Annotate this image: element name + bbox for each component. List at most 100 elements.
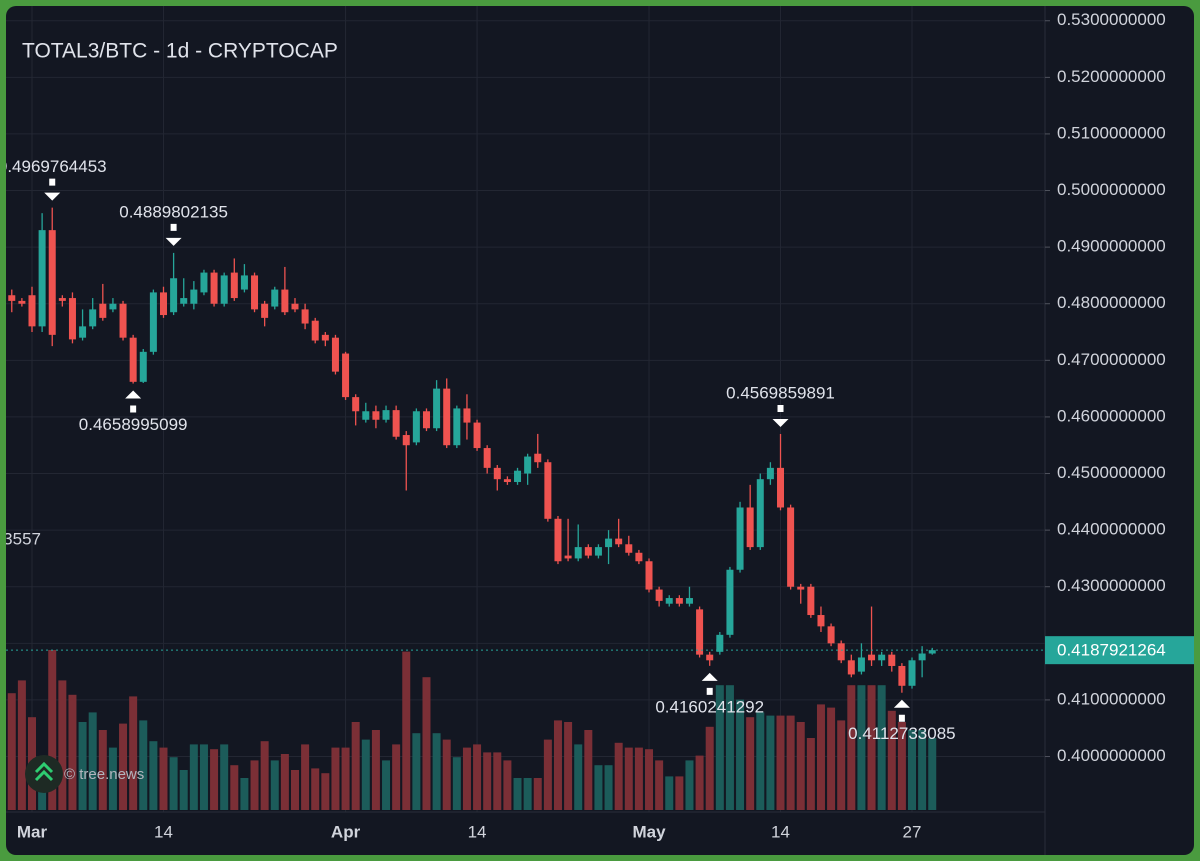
volume-bar [685,760,694,810]
candle-body [594,547,602,556]
volume-bar [78,722,87,810]
axes: 0.40000000000.41000000000.42000000000.43… [17,10,1194,841]
candle-body [321,334,329,341]
y-tick-label: 0.4600000000 [1057,406,1166,425]
volume-bar [614,742,623,810]
volume-bar [422,677,431,810]
volume-bar [634,747,643,810]
y-tick-label: 0.4300000000 [1057,576,1166,595]
candle-body [756,479,764,548]
candle-body [685,598,693,604]
candle-body [817,615,825,627]
volume-bar [149,741,158,810]
volume-bar [371,730,380,810]
volume-bar [736,699,745,810]
volume-layer [7,650,937,810]
volume-bar [442,739,451,810]
candle-body [28,295,36,327]
annotation-arrow [701,672,718,695]
volume-bar [392,744,401,810]
candle-layer [8,207,936,693]
y-tick-label: 0.4800000000 [1057,293,1166,312]
candle-body [615,538,623,545]
volume-bar [452,757,461,810]
volume-bar [159,747,168,810]
candle-body [372,411,380,420]
candle-body [706,654,714,661]
chart-title: TOTAL3/BTC - 1d - CRYPTOCAP [22,40,338,63]
volume-bar [645,749,654,810]
candle-body [736,507,744,570]
volume-bar [220,744,229,810]
volume-bar [857,685,866,810]
volume-bar [877,685,886,810]
candle-body [726,569,734,635]
candle-body [301,309,309,324]
volume-bar [695,755,704,810]
candle-body [311,320,319,341]
candle-body [544,462,552,519]
volume-bar [210,749,219,810]
volume-bar [887,710,896,810]
candle-body [524,456,532,474]
candle-body [493,467,501,480]
candle-body [554,518,562,562]
volume-bar [169,757,178,810]
volume-bar [796,722,805,810]
volume-bar [48,650,57,810]
candle-body [908,660,916,686]
candle-body [574,547,582,559]
candle-body [534,453,542,463]
candle-body [281,289,289,313]
volume-bar [260,741,269,810]
volume-bar [250,760,259,810]
candle-body [89,309,97,327]
volume-bar [382,760,391,810]
candle-body [109,303,117,310]
annotation-arrow [125,390,142,413]
candle-body [422,411,430,429]
candle-body [261,303,269,318]
candle-body [129,337,137,382]
candle-body [170,278,178,313]
y-tick-label: 0.5000000000 [1057,180,1166,199]
candle-body [898,665,906,686]
annotation-arrow [44,178,61,201]
candle-body [807,586,815,616]
candle-body [716,634,724,652]
volume-bar [311,768,320,810]
annotation-arrow [893,699,910,722]
annotation-label: 0.4658995099 [79,415,188,434]
candle-body [827,626,835,644]
volume-bar [523,778,532,810]
volume-bar [108,747,117,810]
volume-bar [68,694,77,810]
candle-body [402,435,410,446]
volume-bar [351,722,360,810]
candle-body [857,657,865,672]
annotation-arrow [772,404,789,427]
volume-bar [918,730,927,810]
candle-body [837,643,845,661]
y-tick-label: 0.4400000000 [1057,520,1166,539]
candle-body [433,388,441,429]
candle-body [159,292,167,316]
candle-body [331,337,339,372]
volume-bar [624,747,633,810]
volume-bar [564,722,573,810]
candle-body [605,538,613,548]
candle-body [271,289,279,307]
y-tick-label: 0.4700000000 [1057,350,1166,369]
volume-bar [230,765,239,810]
volume-bar [493,752,502,810]
volume-bar [331,747,340,810]
y-tick-label: 0.5300000000 [1057,10,1166,29]
volume-bar [827,707,836,810]
candle-body [503,479,511,483]
volume-bar [816,704,825,810]
y-tick-label: 0.4900000000 [1057,237,1166,256]
annotation-label: 0.4889802135 [119,202,228,221]
candle-body [68,298,76,340]
volume-bar [705,726,714,810]
volume-bar [786,715,795,810]
